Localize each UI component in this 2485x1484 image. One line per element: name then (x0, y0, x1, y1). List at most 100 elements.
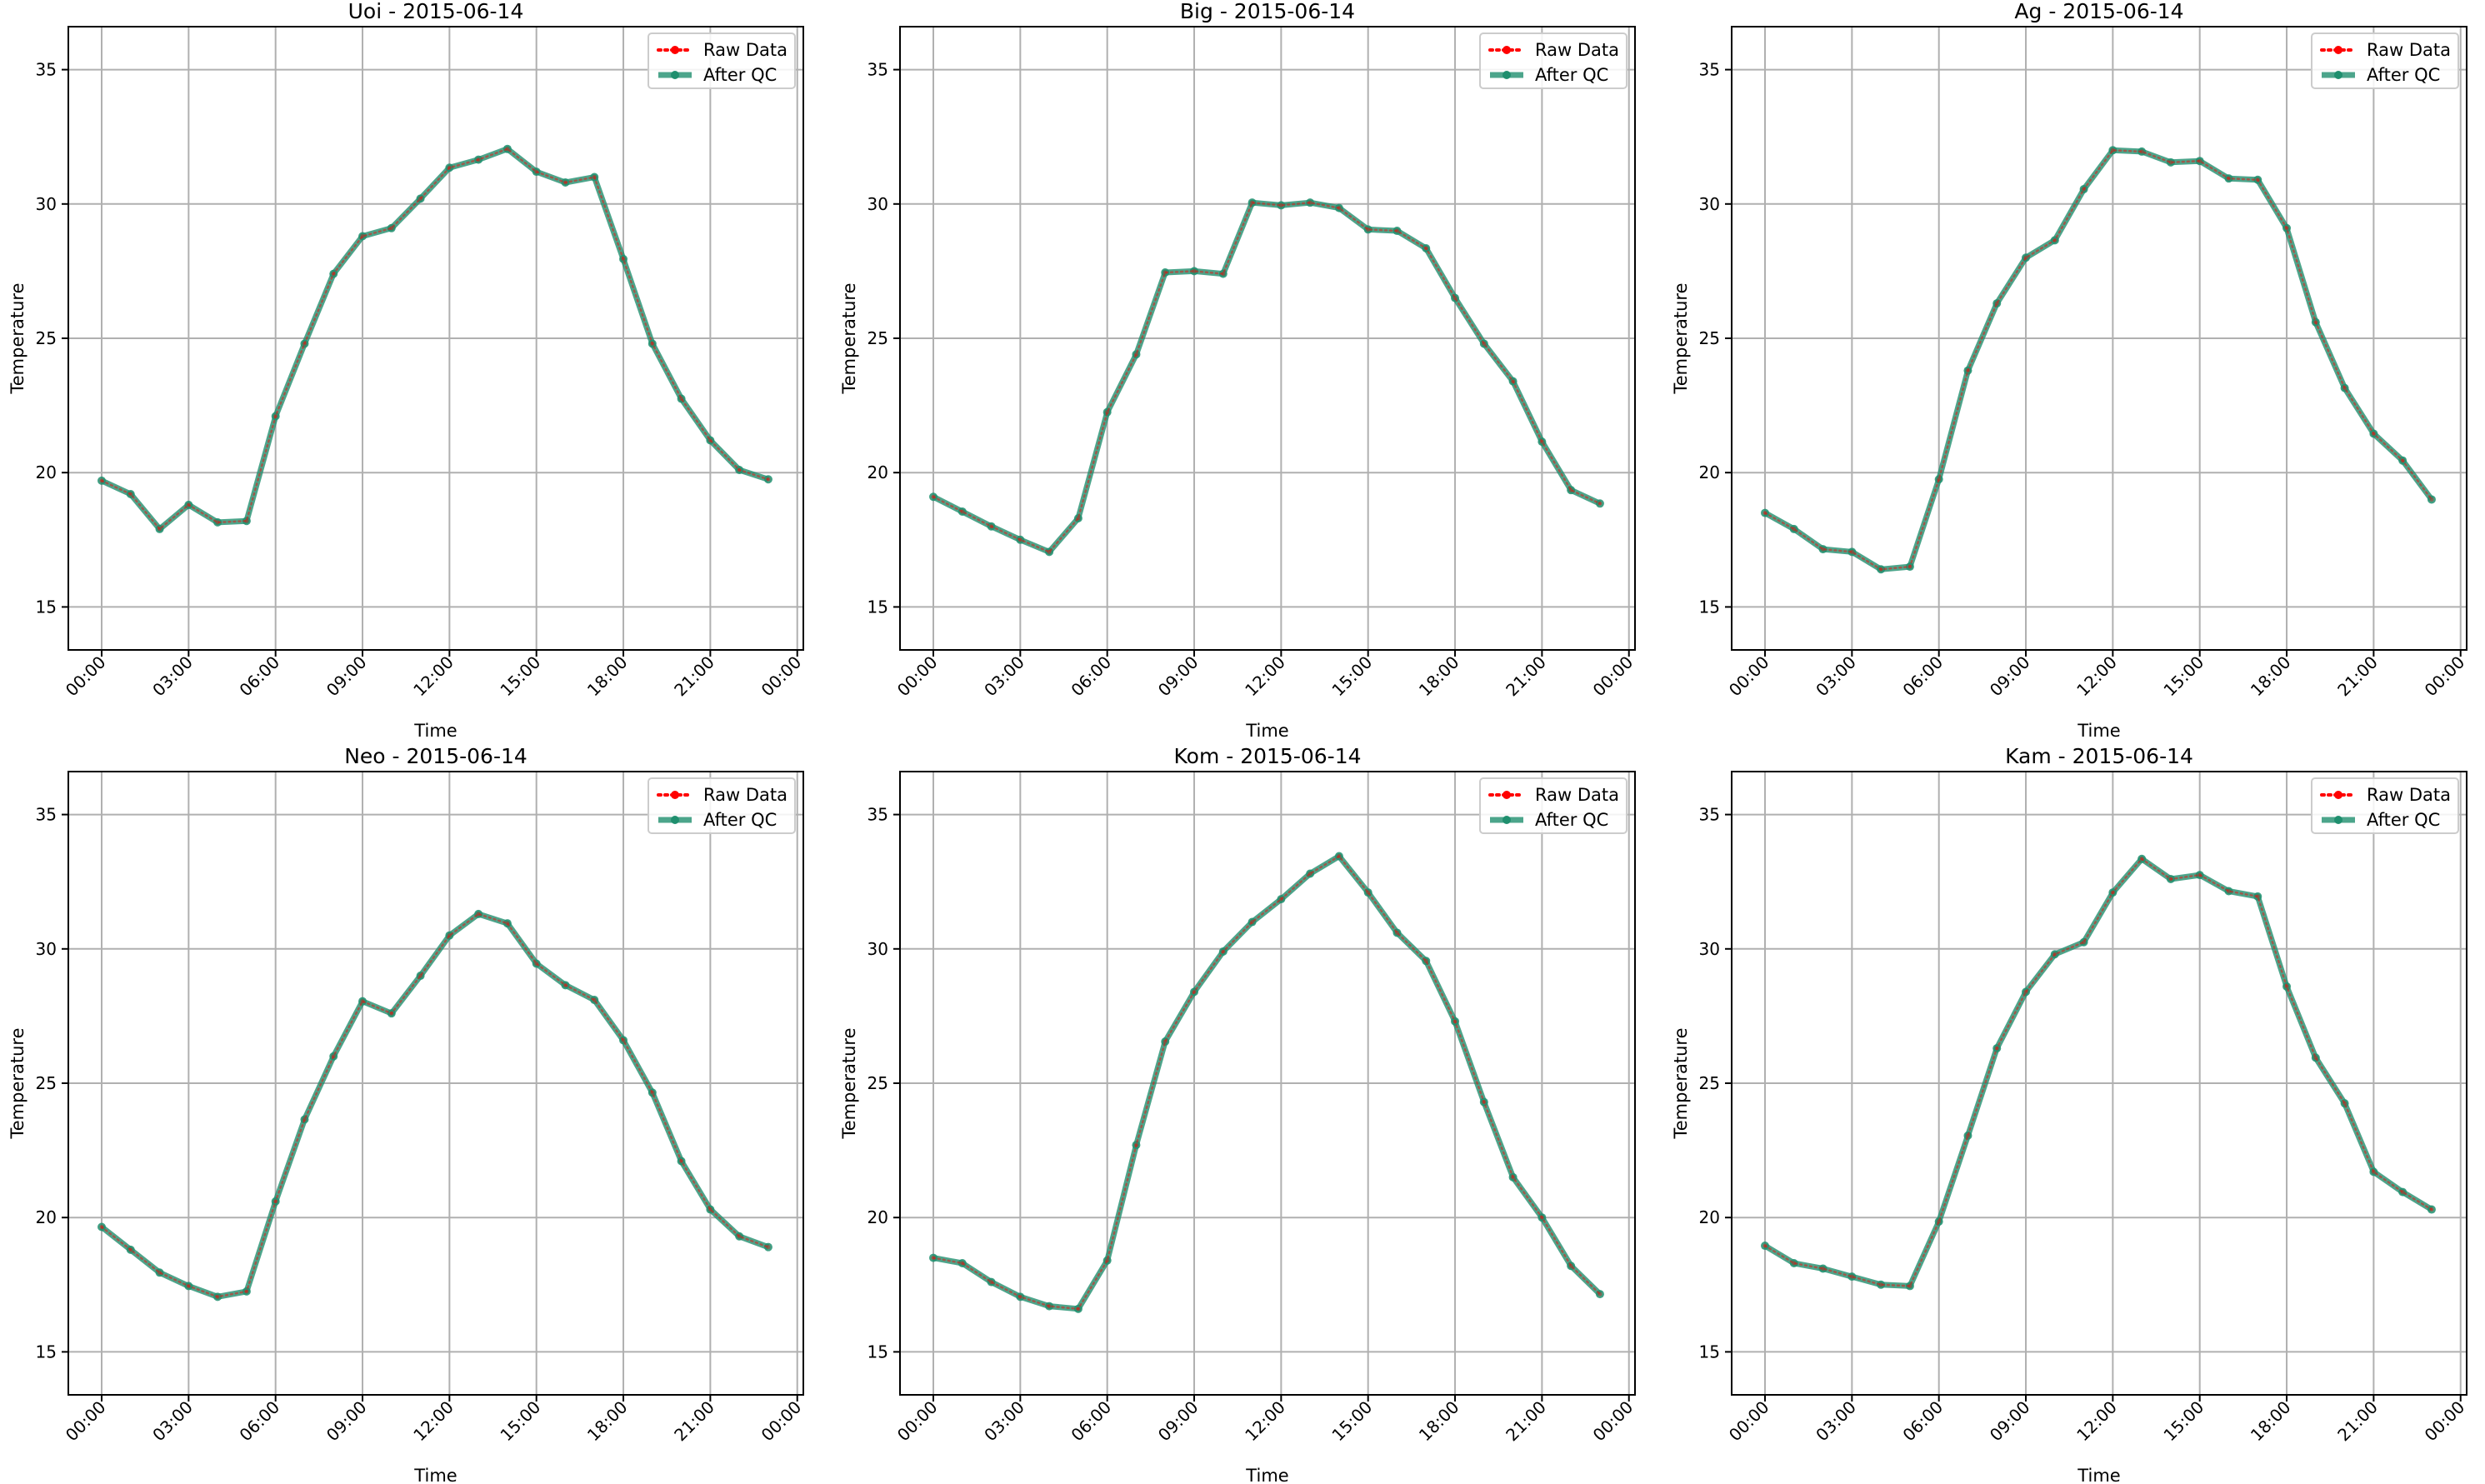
x-tick-label: 03:00 (148, 652, 197, 701)
x-tick-label: 09:00 (1154, 1397, 1202, 1446)
data-point-raw-data (2255, 894, 2260, 899)
data-point-raw-data (1994, 1046, 1999, 1051)
data-point-after-qc (1848, 547, 1857, 557)
x-tick-label: 21:00 (670, 1397, 718, 1446)
data-point-after-qc (1306, 198, 1315, 207)
data-point-raw-data (302, 1117, 307, 1122)
data-point-after-qc (2022, 253, 2031, 262)
x-tick-label: 03:00 (1812, 1397, 1860, 1446)
data-point-raw-data (737, 1234, 742, 1239)
data-point-raw-data (1133, 1142, 1138, 1147)
x-tick-label: 12:00 (1241, 1397, 1289, 1446)
series-line-after-qc (932, 199, 1602, 555)
x-tick-label: 06:00 (235, 1397, 283, 1446)
data-point-after-qc (1161, 1037, 1170, 1047)
y-tick-label: 25 (36, 1073, 57, 1093)
legend-label-raw-data: Raw Data (1535, 40, 1619, 60)
data-point-after-qc (619, 254, 628, 263)
data-point-after-qc (1877, 565, 1886, 574)
data-point-after-qc (2050, 236, 2059, 245)
data-point-raw-data (1908, 1283, 1912, 1288)
data-point-after-qc (1508, 1172, 1518, 1182)
y-tick-label: 20 (36, 462, 57, 482)
data-point-after-qc (1595, 1290, 1604, 1299)
data-point-raw-data (679, 397, 684, 402)
data-point-after-qc (1538, 437, 1547, 447)
data-point-after-qc (1567, 1262, 1576, 1271)
x-tick-label: 12:00 (2072, 1397, 2121, 1446)
x-axis-label: Time (1245, 1466, 1288, 1484)
data-point-raw-data (1849, 549, 1854, 554)
y-tick-label: 15 (1699, 1342, 1720, 1362)
x-tick-label: 12:00 (1241, 652, 1289, 701)
data-point-after-qc (445, 163, 454, 172)
chart-title: Kom - 2015-06-14 (1174, 744, 1362, 768)
data-point-after-qc (590, 172, 599, 182)
x-tick-label: 21:00 (2333, 652, 2382, 701)
x-tick-label: 06:00 (1067, 652, 1115, 701)
series-line-after-qc (1763, 147, 2434, 572)
y-tick-label: 35 (868, 805, 888, 825)
x-tick-label: 06:00 (1898, 652, 1947, 701)
data-point-raw-data (592, 997, 597, 1002)
data-point-after-qc (1789, 1259, 1798, 1268)
data-point-raw-data (418, 973, 423, 978)
data-point-after-qc (98, 476, 106, 485)
y-tick-label: 15 (868, 597, 888, 617)
data-point-raw-data (1366, 890, 1371, 895)
y-tick-label: 35 (1699, 805, 1720, 825)
legend-marker-after-qc (2334, 816, 2342, 824)
data-point-raw-data (2429, 1207, 2434, 1212)
data-point-after-qc (2369, 429, 2378, 438)
data-point-after-qc (416, 194, 425, 203)
data-point-raw-data (1539, 1215, 1544, 1220)
y-tick-label: 30 (868, 939, 888, 959)
y-tick-label: 20 (868, 462, 888, 482)
data-point-after-qc (929, 1253, 938, 1262)
data-point-raw-data (2052, 952, 2058, 957)
data-point-raw-data (989, 524, 994, 529)
data-point-after-qc (1567, 486, 1576, 495)
data-point-after-qc (300, 339, 309, 348)
data-point-raw-data (1337, 854, 1342, 859)
x-tick-label: 15:00 (2160, 652, 2208, 701)
data-point-after-qc (763, 475, 772, 484)
data-point-after-qc (474, 909, 483, 918)
x-tick-label: 06:00 (235, 652, 283, 701)
chart-title: Ag - 2015-06-14 (2014, 0, 2183, 23)
chart-title: Neo - 2015-06-14 (344, 744, 528, 768)
data-point-after-qc (619, 1036, 628, 1045)
data-point-raw-data (1192, 268, 1197, 273)
data-point-after-qc (2079, 937, 2088, 947)
y-tick-label: 35 (36, 805, 57, 825)
data-point-after-qc (416, 972, 425, 981)
data-point-after-qc (1761, 508, 1769, 517)
y-tick-label: 35 (36, 60, 57, 80)
data-point-after-qc (958, 507, 967, 516)
data-point-after-qc (329, 269, 338, 278)
data-point-raw-data (1221, 949, 1226, 954)
data-point-after-qc (2369, 1167, 2378, 1177)
data-point-raw-data (1394, 930, 1399, 935)
data-point-raw-data (273, 1199, 278, 1204)
data-point-raw-data (1308, 872, 1312, 877)
series-line-after-qc (99, 911, 770, 1300)
data-point-after-qc (387, 1009, 396, 1018)
data-point-raw-data (2168, 877, 2173, 882)
legend-marker-raw-data (2334, 791, 2342, 799)
data-point-after-qc (2282, 982, 2292, 991)
data-point-raw-data (215, 1294, 220, 1299)
data-point-after-qc (1306, 869, 1315, 878)
data-point-after-qc (2427, 1205, 2436, 1214)
data-point-raw-data (1821, 1266, 1826, 1271)
data-point-raw-data (1821, 547, 1826, 552)
data-point-raw-data (1452, 1019, 1458, 1024)
data-point-after-qc (1161, 268, 1170, 277)
x-tick-label: 03:00 (980, 652, 1028, 701)
data-point-raw-data (2313, 1055, 2318, 1060)
data-point-raw-data (1994, 301, 1999, 306)
data-point-raw-data (2168, 160, 2173, 165)
data-point-after-qc (155, 1268, 164, 1277)
x-tick-label: 09:00 (1986, 652, 2034, 701)
x-axis-label: Time (2077, 721, 2120, 741)
